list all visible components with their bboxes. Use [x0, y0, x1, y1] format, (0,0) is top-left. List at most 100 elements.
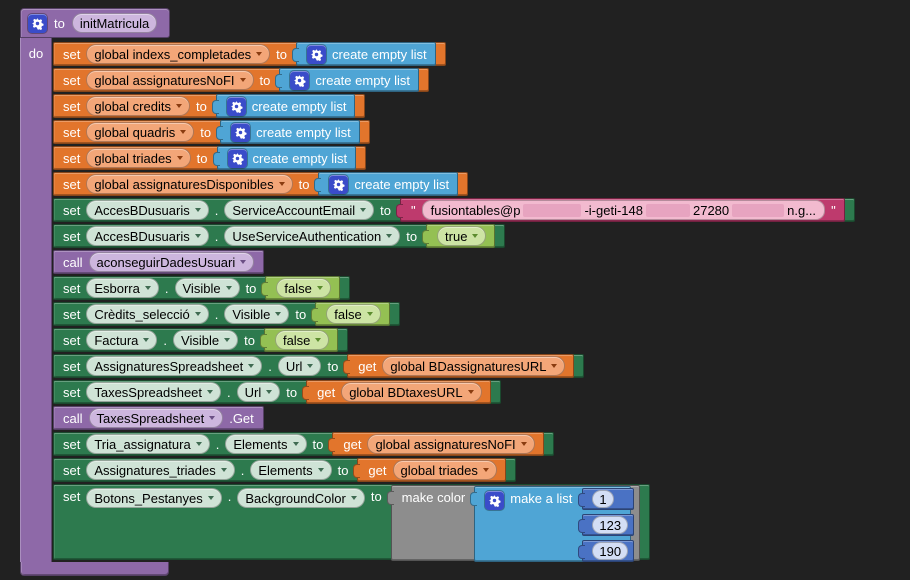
procedure-header[interactable]: to initMatricula — [20, 8, 171, 38]
dropdown-arrow-icon[interactable] — [144, 286, 151, 290]
logic-false-block[interactable]: false — [261, 276, 340, 300]
variable-dropdown[interactable]: global assignaturesNoFI — [86, 70, 254, 90]
property-dropdown[interactable]: Visible — [173, 330, 239, 350]
dropdown-arrow-icon[interactable] — [360, 208, 367, 212]
dropdown-arrow-icon[interactable] — [207, 390, 214, 394]
set-property-block[interactable]: set Factura. Visible to false — [53, 328, 349, 352]
set-property-block[interactable]: set Botons_Pestanyes. BackgroundColor to mak… — [53, 484, 651, 562]
set-property-block[interactable]: set Crèdits_selecció. Visible to false — [53, 302, 400, 326]
dropdown-arrow-icon[interactable] — [239, 78, 246, 82]
logic-dropdown[interactable]: true — [437, 226, 487, 246]
component-dropdown[interactable]: AccesBDusuaris — [86, 200, 209, 220]
procedure-definition-block[interactable]: to initMatricula do set global indexs_com… — [20, 8, 855, 576]
get-variable-block[interactable]: get global BDassignaturesURL — [343, 354, 575, 378]
create-empty-list-block[interactable]: create empty list — [212, 146, 357, 170]
text-string-block[interactable]: " fusiontables@p -i-geti-148 27280 n.g... " — [396, 198, 845, 222]
procedure-name-field[interactable]: initMatricula — [71, 13, 158, 33]
get-variable-block[interactable]: get global BDtaxesURL — [302, 380, 491, 404]
component-dropdown[interactable]: Assignatures_triades — [86, 460, 235, 480]
set-variable-block[interactable]: set global credits to create empty list — [53, 94, 366, 118]
property-dropdown[interactable]: ServiceAccountEmail — [224, 200, 375, 220]
property-dropdown[interactable]: Visible — [174, 278, 240, 298]
create-empty-list-block[interactable]: create empty list — [314, 172, 459, 196]
gear-icon[interactable] — [307, 44, 327, 64]
procedure-dropdown[interactable]: aconseguirDadesUsuari — [88, 252, 255, 272]
variable-dropdown[interactable]: global BDassignaturesURL — [382, 356, 566, 376]
dropdown-arrow-icon[interactable] — [195, 442, 202, 446]
variable-dropdown[interactable]: global triades — [392, 460, 497, 480]
dropdown-arrow-icon[interactable] — [482, 468, 489, 472]
logic-dropdown[interactable]: false — [326, 304, 381, 324]
dropdown-arrow-icon[interactable] — [278, 182, 285, 186]
call-procedure-block[interactable]: call aconseguirDadesUsuari — [53, 250, 265, 274]
component-dropdown[interactable]: TaxesSpreadsheet — [88, 408, 224, 428]
variable-dropdown[interactable]: global indexs_completades — [86, 44, 271, 64]
dropdown-arrow-icon[interactable] — [240, 260, 247, 264]
dropdown-arrow-icon[interactable] — [207, 496, 214, 500]
make-a-list-block[interactable]: make a list 1 123 190 — [470, 486, 635, 562]
number-field[interactable]: 190 — [592, 542, 629, 560]
dropdown-arrow-icon[interactable] — [220, 468, 227, 472]
number-field[interactable]: 1 — [592, 490, 614, 508]
logic-true-block[interactable]: true — [422, 224, 496, 248]
dropdown-arrow-icon[interactable] — [350, 496, 357, 500]
component-dropdown[interactable]: AssignaturesSpreadsheet — [86, 356, 263, 376]
property-dropdown[interactable]: Visible — [224, 304, 290, 324]
logic-dropdown[interactable]: false — [274, 330, 330, 350]
number-block[interactable]: 123 — [578, 514, 635, 536]
variable-dropdown[interactable]: global BDtaxesURL — [341, 382, 482, 402]
number-block[interactable]: 190 — [578, 540, 635, 562]
gear-icon[interactable] — [28, 13, 47, 33]
create-empty-list-block[interactable]: create empty list — [292, 42, 436, 66]
component-dropdown[interactable]: Factura — [86, 330, 158, 350]
variable-dropdown[interactable]: global triades — [86, 148, 191, 168]
get-variable-block[interactable]: get global assignaturesNoFI — [328, 432, 544, 456]
dropdown-arrow-icon[interactable] — [317, 468, 324, 472]
dropdown-arrow-icon[interactable] — [224, 338, 231, 342]
set-variable-block[interactable]: set global assignaturesDisponibles to creat… — [53, 172, 469, 196]
gear-icon[interactable] — [290, 70, 310, 90]
component-dropdown[interactable]: Botons_Pestanyes — [86, 488, 222, 508]
dropdown-arrow-icon[interactable] — [315, 338, 322, 342]
dropdown-arrow-icon[interactable] — [307, 364, 314, 368]
dropdown-arrow-icon[interactable] — [551, 364, 558, 368]
call-method-block[interactable]: call TaxesSpreadsheet .Get — [53, 406, 264, 430]
set-property-block[interactable]: set Esborra. Visible to false — [53, 276, 350, 300]
dropdown-arrow-icon[interactable] — [175, 104, 182, 108]
logic-dropdown[interactable]: false — [276, 278, 331, 298]
logic-false-block[interactable]: false — [259, 328, 339, 352]
create-empty-list-block[interactable]: create empty list — [211, 94, 356, 118]
number-field[interactable]: 123 — [592, 516, 629, 534]
set-property-block[interactable]: set Assignatures_triades. Elements to get glo… — [53, 458, 516, 482]
gear-icon[interactable] — [226, 96, 246, 116]
variable-dropdown[interactable]: global credits — [86, 96, 190, 116]
dropdown-arrow-icon[interactable] — [256, 52, 263, 56]
dropdown-arrow-icon[interactable] — [180, 130, 187, 134]
dropdown-arrow-icon[interactable] — [316, 286, 323, 290]
dropdown-arrow-icon[interactable] — [275, 312, 282, 316]
dropdown-arrow-icon[interactable] — [520, 442, 527, 446]
dropdown-arrow-icon[interactable] — [176, 156, 183, 160]
property-dropdown[interactable]: Url — [277, 356, 322, 376]
component-dropdown[interactable]: AccesBDusuaris — [86, 226, 209, 246]
property-dropdown[interactable]: Elements — [225, 434, 307, 454]
variable-dropdown[interactable]: global assignaturesNoFI — [367, 434, 535, 454]
set-property-block[interactable]: set Tria_assignatura. Elements to get global … — [53, 432, 554, 456]
component-dropdown[interactable]: Tria_assignatura — [86, 434, 210, 454]
dropdown-arrow-icon[interactable] — [248, 364, 255, 368]
set-property-block[interactable]: set TaxesSpreadsheet. Url to get global BDtax… — [53, 380, 501, 404]
component-dropdown[interactable]: TaxesSpreadsheet — [86, 382, 222, 402]
set-variable-block[interactable]: set global indexs_completades to create emp… — [53, 42, 446, 66]
dropdown-arrow-icon[interactable] — [225, 286, 232, 290]
set-variable-block[interactable]: set global quadris to create empty list — [53, 120, 370, 144]
set-property-block[interactable]: set AccesBDusuaris. UseServiceAuthenticati… — [53, 224, 506, 248]
dropdown-arrow-icon[interactable] — [194, 312, 201, 316]
dropdown-arrow-icon[interactable] — [266, 390, 273, 394]
dropdown-arrow-icon[interactable] — [209, 416, 216, 420]
variable-dropdown[interactable]: global assignaturesDisponibles — [86, 174, 293, 194]
text-field[interactable]: fusiontables@p -i-geti-148 27280 n.g... — [421, 200, 826, 220]
set-variable-block[interactable]: set global assignaturesNoFI to create empty… — [53, 68, 430, 92]
logic-false-block[interactable]: false — [311, 302, 390, 326]
create-empty-list-block[interactable]: create empty list — [275, 68, 420, 92]
